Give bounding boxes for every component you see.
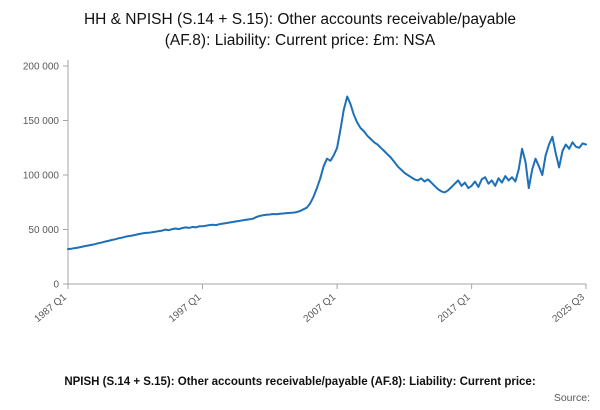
x-tick-label: 2007 Q1 <box>302 291 339 324</box>
source-label: Source: <box>553 392 590 404</box>
chart-area: 0 50 000 100 000 150 000 200 000 1987 Q1 1997 … <box>0 52 600 334</box>
x-tick-label: 2017 Q1 <box>436 291 473 324</box>
y-tick-label: 0 <box>53 279 59 290</box>
line-chart: 0 50 000 100 000 150 000 200 000 1987 Q1 1997 … <box>23 59 587 325</box>
y-tick-label: 200 000 <box>23 61 60 72</box>
chart-title: HH & NPISH (S.14 + S.15): Other accounts… <box>83 11 517 49</box>
x-tick-label: 1997 Q1 <box>167 291 204 324</box>
series-line <box>67 95 587 250</box>
y-tick-label: 100 000 <box>23 170 60 181</box>
y-tick-label: 150 000 <box>23 116 60 127</box>
y-tick-label: 50 000 <box>28 225 59 236</box>
chart-caption: NPISH (S.14 + S.15): Other accounts rece… <box>64 376 536 388</box>
x-tick-label: 2025 Q3 <box>550 291 587 324</box>
x-tick-label: 1987 Q1 <box>32 291 69 324</box>
